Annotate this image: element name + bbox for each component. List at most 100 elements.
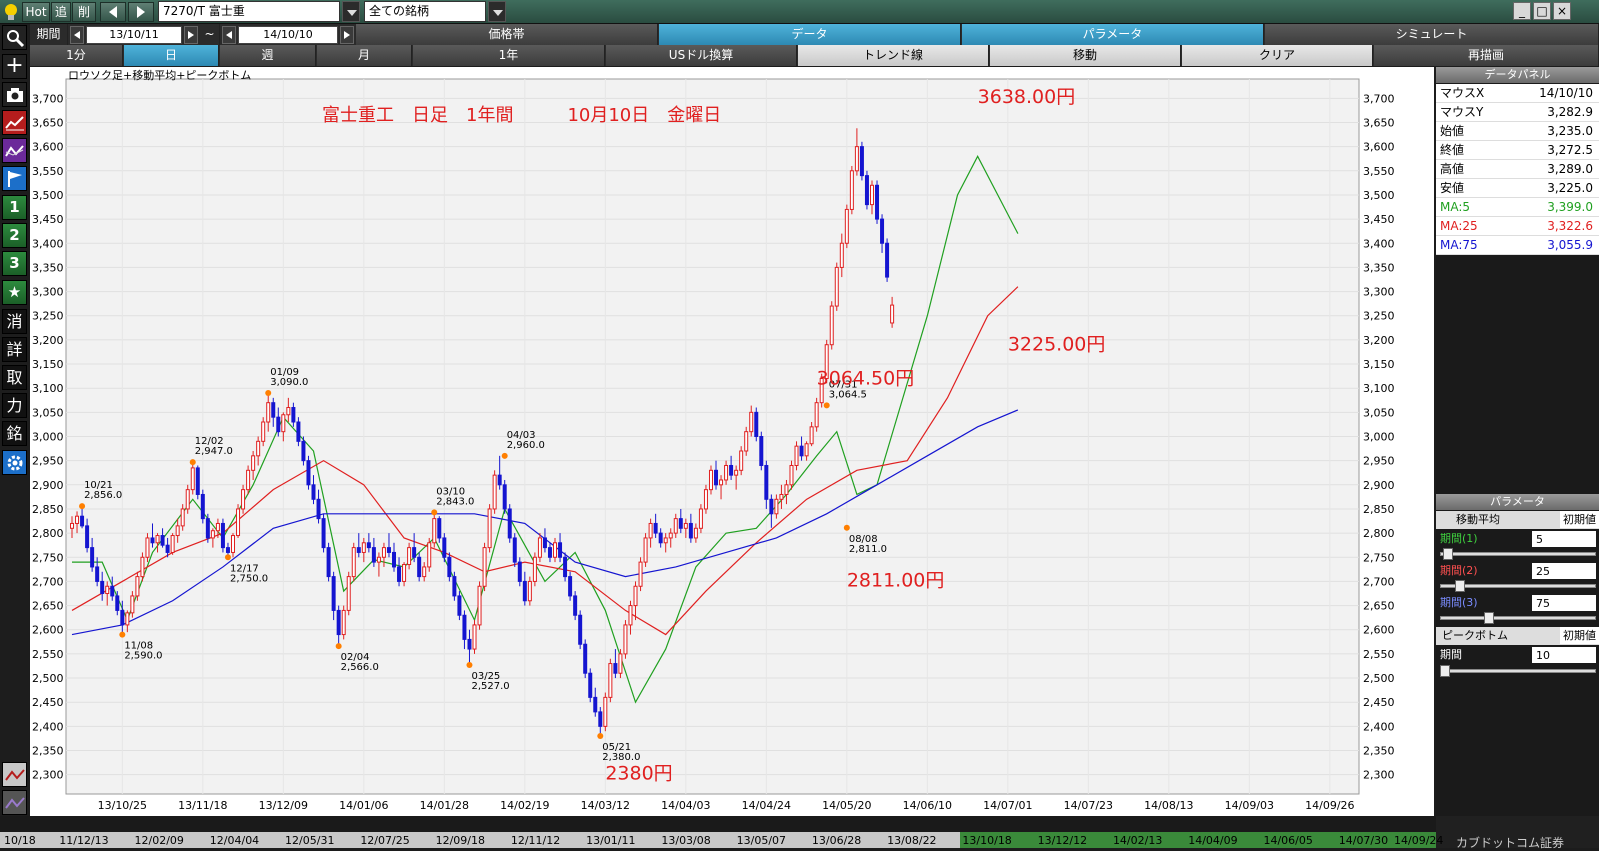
peak-date-label: 01/09 <box>270 367 299 378</box>
candle-body <box>326 547 331 578</box>
trendline-button[interactable]: トレンド線 <box>798 45 989 66</box>
tab-simulate[interactable]: シミュレート <box>1265 24 1599 45</box>
ma-reset-button[interactable]: 初期値 <box>1560 511 1599 528</box>
candle-body <box>608 663 613 698</box>
candle-body <box>80 515 85 527</box>
add-button[interactable]: 追 <box>51 2 71 22</box>
slider-thumb[interactable] <box>1484 612 1494 624</box>
line-chart-icon[interactable] <box>2 110 27 135</box>
camera-icon[interactable] <box>2 82 27 107</box>
data-panel-value: 3,289.0 <box>1547 162 1593 176</box>
prev-symbol-button[interactable] <box>100 2 126 22</box>
candle-body <box>336 609 341 636</box>
start-date-prev-button[interactable] <box>70 26 84 44</box>
tab-data[interactable]: データ <box>659 24 961 45</box>
tab-monthly[interactable]: 月 <box>317 45 412 66</box>
clear-button[interactable]: クリア <box>1182 45 1373 66</box>
tab-1min[interactable]: 1分 <box>30 45 123 66</box>
y-tick-label-left: 3,050 <box>32 406 64 419</box>
tab-weekly[interactable]: 週 <box>220 45 316 66</box>
trade-button[interactable]: 取 <box>2 365 27 390</box>
delete-button[interactable]: 削 <box>72 2 96 22</box>
search-icon[interactable] <box>2 25 27 50</box>
price-chart[interactable]: 2,300 2,300 2,350 2,350 2,400 2,400 2,450 2,450… <box>30 67 1434 816</box>
peak-bottom-period-input[interactable]: 10 <box>1532 647 1596 663</box>
candle-body <box>688 522 693 539</box>
tab-parameter[interactable]: パラメータ <box>962 24 1264 45</box>
candle-body <box>502 484 507 510</box>
candle-body <box>583 643 588 674</box>
ma-period-input[interactable]: 25 <box>1532 563 1596 579</box>
candle-body <box>386 547 391 553</box>
lightbulb-icon[interactable] <box>2 2 20 22</box>
candle-body <box>824 344 829 380</box>
power-button[interactable]: 力 <box>2 393 27 418</box>
tab-price-band[interactable]: 価格帯 <box>356 24 658 45</box>
detail-button[interactable]: 詳 <box>2 337 27 362</box>
star-icon[interactable]: ★ <box>2 280 27 305</box>
plus-icon[interactable]: + <box>2 54 27 79</box>
slider-thumb[interactable] <box>1455 580 1465 592</box>
timeline-date-label: 14/04/09 <box>1188 834 1237 847</box>
ma-period-label: 期間(1) <box>1440 532 1478 545</box>
y-tick-label-left: 2,600 <box>32 624 64 637</box>
redraw-button[interactable]: 再描画 <box>1374 45 1599 66</box>
universe-select[interactable]: 全ての銘柄 <box>364 1 486 22</box>
tab-daily[interactable]: 日 <box>124 45 219 66</box>
symbol-input[interactable]: 7270/T 富士重 <box>158 1 340 22</box>
candle-body <box>885 242 890 278</box>
ma-period-slider-2[interactable] <box>1440 580 1596 592</box>
maximize-button[interactable]: □ <box>1533 2 1551 20</box>
usd-convert-button[interactable]: USドル換算 <box>606 45 797 66</box>
ma-period-slider-3[interactable] <box>1440 612 1596 624</box>
erase-button[interactable]: 消 <box>2 309 27 334</box>
peak-bottom-period-slider[interactable] <box>1440 665 1596 677</box>
candle-body <box>507 508 512 539</box>
timeline-date-label: 12/02/09 <box>135 834 184 847</box>
end-date-input[interactable]: 14/10/10 <box>238 26 338 44</box>
candle-body <box>724 464 729 481</box>
close-button[interactable]: × <box>1553 2 1571 20</box>
chart-thumb-icon-2[interactable] <box>2 790 27 815</box>
start-date-next-button[interactable] <box>184 26 198 44</box>
slider-thumb[interactable] <box>1443 548 1453 560</box>
candle-body <box>301 440 306 462</box>
timeline-date-label: 13/10/18 <box>962 834 1011 847</box>
candle-body <box>809 426 814 445</box>
candlestick-chart-svg[interactable]: 2,300 2,300 2,350 2,350 2,400 2,400 2,450 2,450… <box>30 67 1434 816</box>
symbol-dropdown-chevron-icon[interactable] <box>342 1 360 22</box>
y-tick-label-right: 3,350 <box>1363 261 1395 274</box>
end-date-next-button[interactable] <box>340 26 354 44</box>
end-date-prev-button[interactable] <box>222 26 236 44</box>
flag-icon[interactable] <box>2 166 27 191</box>
next-symbol-button[interactable] <box>128 2 154 22</box>
ma-period-slider-1[interactable] <box>1440 548 1596 560</box>
stock-button[interactable]: 銘 <box>2 421 27 446</box>
chart-thumb-icon[interactable] <box>2 762 27 787</box>
ma-period-input[interactable]: 75 <box>1532 595 1596 611</box>
ma-key: MA:75 <box>1440 238 1478 252</box>
universe-dropdown-chevron-icon[interactable] <box>488 1 506 22</box>
timeline-date-label: 14/02/13 <box>1113 834 1162 847</box>
ma-period-input[interactable]: 5 <box>1532 531 1596 547</box>
timeline-selection[interactable] <box>960 832 1436 848</box>
preset-1-button[interactable]: 1 <box>2 195 27 220</box>
data-panel-row: 高値 3,289.0 <box>1436 160 1599 179</box>
candle-body <box>432 518 437 544</box>
preset-2-button[interactable]: 2 <box>2 223 27 248</box>
candle-body <box>698 508 703 529</box>
candle-body <box>412 547 417 558</box>
candle-body <box>739 450 744 471</box>
candle-body <box>331 576 336 611</box>
candle-body <box>205 518 210 539</box>
gear-icon[interactable] <box>2 450 27 475</box>
start-date-input[interactable]: 13/10/11 <box>86 26 182 44</box>
peak-bottom-reset-button[interactable]: 初期値 <box>1560 627 1599 644</box>
tab-1year[interactable]: 1年 <box>413 45 605 66</box>
preset-3-button[interactable]: 3 <box>2 251 27 276</box>
multi-line-chart-icon[interactable] <box>2 138 27 163</box>
minimize-button[interactable]: _ <box>1513 2 1531 20</box>
move-button[interactable]: 移動 <box>990 45 1181 66</box>
bottom-timeline[interactable]: 10/18 11/12/13 12/02/09 12/04/04 12/05/31 12/… <box>0 816 1599 850</box>
hot-button[interactable]: Hot <box>22 2 50 22</box>
